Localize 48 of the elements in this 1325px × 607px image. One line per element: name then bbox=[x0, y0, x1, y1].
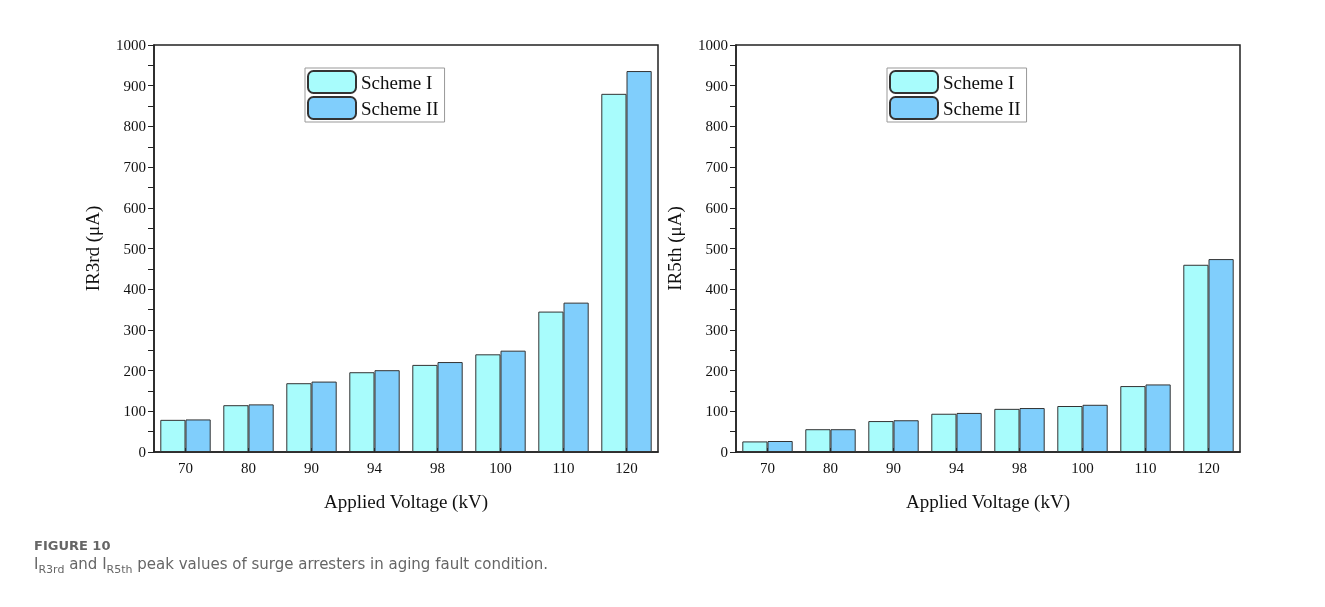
x-axis-title: Applied Voltage (kV) bbox=[906, 491, 1070, 513]
x-tick-label: 100 bbox=[489, 459, 512, 476]
x-tick-label: 110 bbox=[1134, 459, 1157, 476]
legend-label: Scheme II bbox=[943, 97, 1021, 119]
y-tick-label: 300 bbox=[123, 321, 146, 338]
y-tick-label: 400 bbox=[705, 281, 728, 298]
x-tick-label: 94 bbox=[367, 459, 383, 476]
y-axis-title: IR3rd (μA) bbox=[82, 205, 104, 292]
y-tick-label: 600 bbox=[705, 199, 728, 216]
text: I$_{R3rd}$ and I$_{R5th}$ peak values of surge arresters in aging fault condition. bbox=[34, 555, 549, 576]
y-tick-label: 100 bbox=[705, 403, 728, 420]
x-tick-label: 120 bbox=[1197, 459, 1220, 476]
x-tick-label: 94 bbox=[949, 459, 965, 476]
y-tick-label: 900 bbox=[705, 77, 728, 94]
y-axis-title: IR5th (μA) bbox=[664, 206, 686, 291]
x-tick-label: 70 bbox=[760, 459, 775, 476]
x-tick-label: 90 bbox=[886, 459, 901, 476]
legend-label: Scheme II bbox=[361, 97, 439, 119]
y-tick-label: 700 bbox=[123, 159, 146, 176]
y-tick-label: 600 bbox=[123, 199, 146, 216]
legend-label: Scheme I bbox=[943, 71, 1015, 93]
y-tick-label: 300 bbox=[705, 321, 728, 338]
x-tick-label: 90 bbox=[304, 459, 319, 476]
y-tick-label: 0 bbox=[138, 444, 146, 460]
y-tick-label: 800 bbox=[705, 118, 728, 135]
y-tick-label: 1000 bbox=[116, 37, 146, 53]
y-tick-label: 1000 bbox=[698, 37, 728, 53]
legend-label: Scheme I bbox=[361, 71, 433, 93]
x-tick-label: 80 bbox=[241, 459, 256, 476]
x-tick-label: 98 bbox=[430, 459, 445, 476]
y-tick-label: 800 bbox=[123, 118, 146, 135]
x-tick-label: 100 bbox=[1071, 459, 1094, 476]
x-tick-label: 80 bbox=[823, 459, 838, 476]
y-tick-label: 400 bbox=[123, 281, 146, 298]
x-tick-label: 98 bbox=[1012, 459, 1027, 476]
x-tick-label: 110 bbox=[552, 459, 575, 476]
y-tick-label: 100 bbox=[123, 403, 146, 420]
y-tick-label: 900 bbox=[123, 77, 146, 94]
y-tick-label: 700 bbox=[705, 159, 728, 176]
y-tick-label: 200 bbox=[123, 362, 146, 379]
caption: FIGURE 10 bbox=[34, 538, 112, 553]
y-tick-label: 500 bbox=[123, 240, 146, 257]
y-tick-label: 200 bbox=[705, 362, 728, 379]
x-tick-label: 70 bbox=[178, 459, 193, 476]
y-tick-label: 0 bbox=[720, 444, 728, 460]
y-tick-label: 500 bbox=[705, 240, 728, 257]
x-tick-label: 120 bbox=[615, 459, 638, 476]
x-axis-title: Applied Voltage (kV) bbox=[324, 491, 488, 513]
